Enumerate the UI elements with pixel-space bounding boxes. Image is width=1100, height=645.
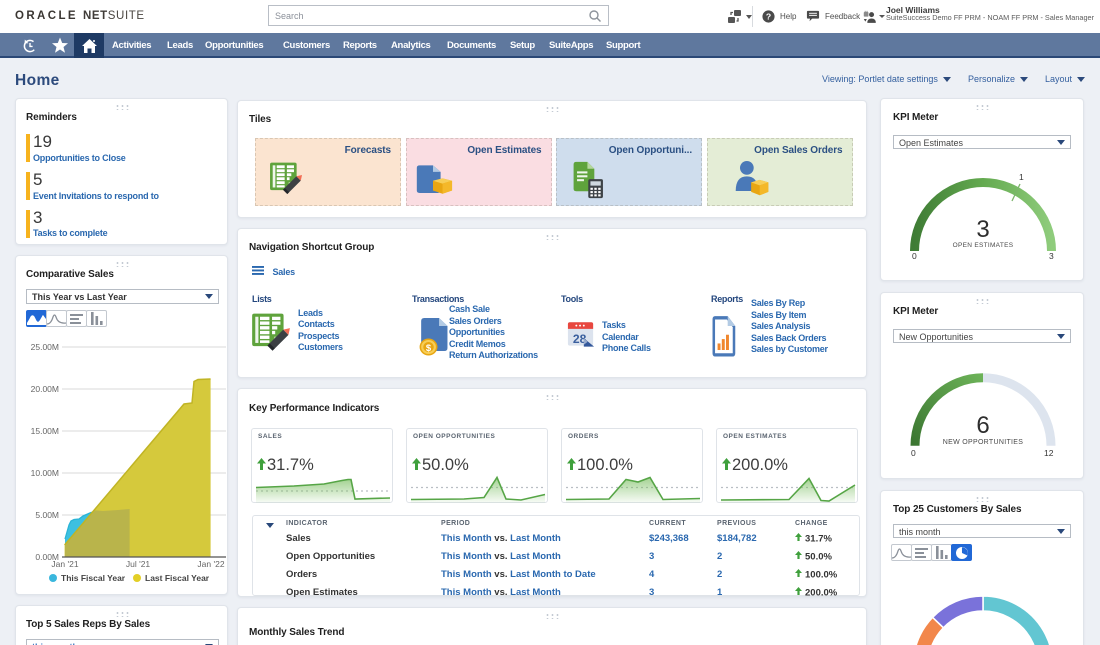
svg-text:Jan '22: Jan '22 [197,559,224,569]
svg-text:10.00M: 10.00M [31,468,59,478]
svg-text:20.00M: 20.00M [31,384,59,394]
svg-text:0.00M: 0.00M [35,552,59,562]
svg-text:Jul '21: Jul '21 [126,559,151,569]
svg-text:15.00M: 15.00M [31,426,59,436]
svg-text:Jan '21: Jan '21 [51,559,78,569]
svg-text:25.00M: 25.00M [31,342,59,352]
svg-text:28: 28 [573,332,587,346]
svg-text:?: ? [766,12,771,22]
svg-text:$: $ [426,343,431,353]
svg-text:5.00M: 5.00M [35,510,59,520]
